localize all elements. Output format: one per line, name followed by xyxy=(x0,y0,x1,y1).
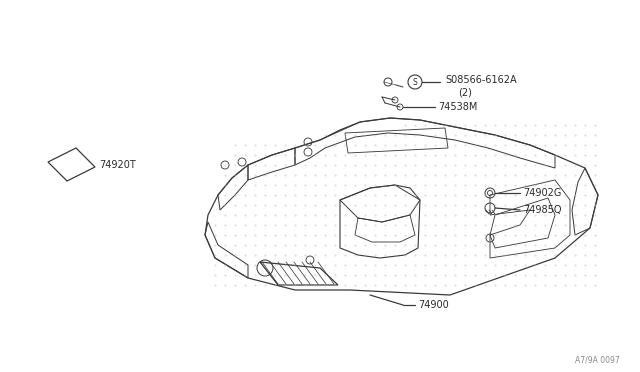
Text: S08566-6162A: S08566-6162A xyxy=(445,75,516,85)
Text: 74985Q: 74985Q xyxy=(523,205,561,215)
Text: 74538M: 74538M xyxy=(438,102,477,112)
Text: S: S xyxy=(413,77,417,87)
Text: (2): (2) xyxy=(458,87,472,97)
Circle shape xyxy=(408,75,422,89)
Text: 74920T: 74920T xyxy=(99,160,136,170)
Text: A7/9A 0097: A7/9A 0097 xyxy=(575,356,620,365)
Text: 74900: 74900 xyxy=(418,300,449,310)
Text: 74902G: 74902G xyxy=(523,188,561,198)
